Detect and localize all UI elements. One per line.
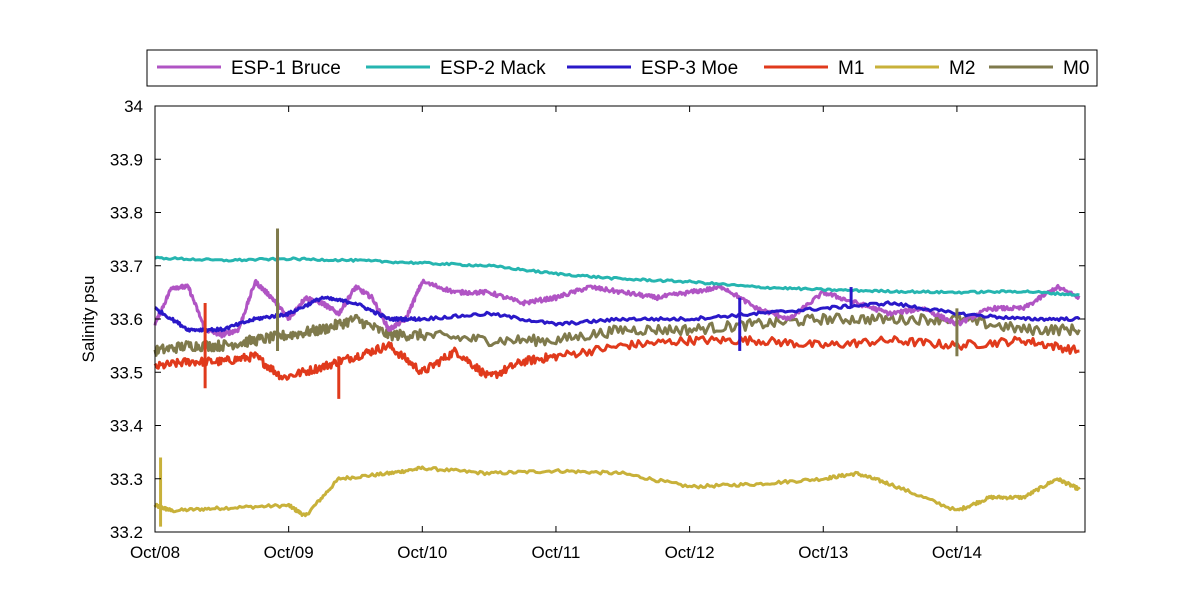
y-tick-label: 33.4	[110, 417, 143, 436]
x-tick-label: Oct/09	[264, 543, 314, 562]
plot-area: Oct/08 Oct/09 Oct/10 Oct/11 Oct/12 Oct/13 Oct/…	[110, 97, 1086, 562]
x-tick-label: Oct/14	[932, 543, 982, 562]
y-tick-label: 33.2	[110, 523, 143, 542]
legend-label: ESP-3 Moe	[641, 58, 738, 79]
legend-label: ESP-1 Bruce	[231, 58, 341, 79]
series-line-m2	[153, 465, 1081, 518]
series-line-m1	[153, 335, 1080, 381]
x-tick-label: Oct/12	[665, 543, 715, 562]
series-line-esp-1-bruce	[153, 278, 1081, 339]
y-tick-label: 33.9	[110, 150, 143, 169]
x-tick-label: Oct/11	[532, 543, 581, 562]
y-tick-label: 33.3	[110, 470, 143, 489]
legend-label: M2	[949, 58, 975, 79]
series-line-m0	[153, 312, 1081, 357]
legend-label: M0	[1063, 58, 1089, 79]
series-layer	[153, 228, 1081, 527]
x-tick-label: Oct/08	[130, 543, 180, 562]
y-tick-label: 33.6	[110, 310, 143, 329]
legend-label: M1	[838, 58, 864, 79]
y-axis-label: Salinity psu	[79, 276, 98, 363]
series-line-esp-3-moe	[154, 295, 1081, 333]
y-tick-label: 33.7	[110, 257, 143, 276]
x-tick-label: Oct/10	[397, 543, 447, 562]
series-line-esp-2-mack	[154, 255, 1080, 297]
legend: ESP-1 Bruce ESP-2 Mack ESP-3 Moe M1 M2 M0	[146, 49, 1098, 87]
ticks-layer: Oct/08 Oct/09 Oct/10 Oct/11 Oct/12 Oct/13 Oct/…	[110, 97, 1085, 562]
y-tick-label: 33.8	[110, 204, 143, 223]
y-tick-label: 34	[124, 97, 143, 116]
x-tick-label: Oct/13	[798, 543, 848, 562]
y-tick-label: 33.5	[110, 363, 143, 382]
legend-label: ESP-2 Mack	[440, 58, 546, 79]
